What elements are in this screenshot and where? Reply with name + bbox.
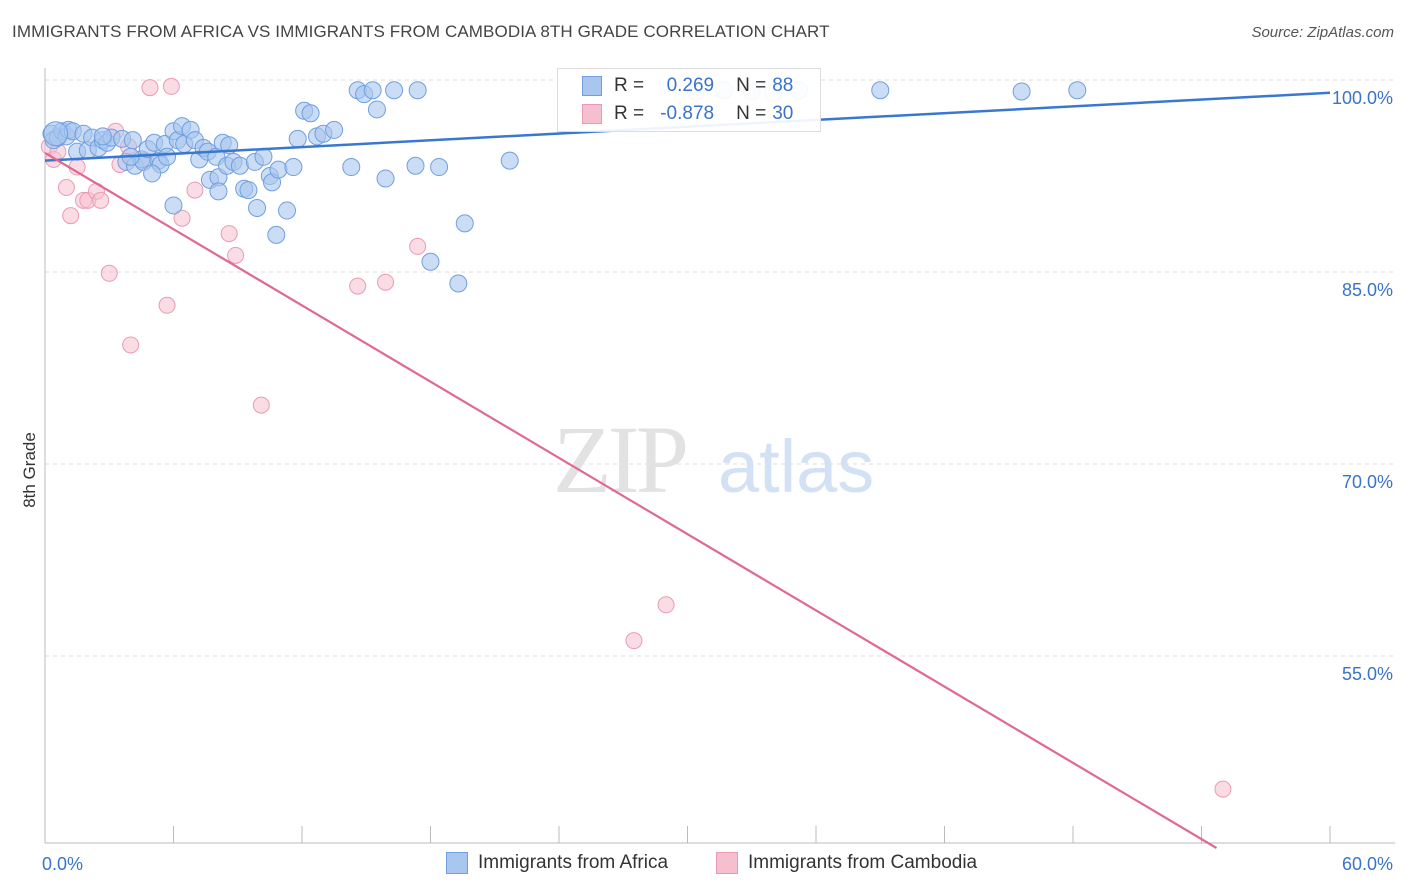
africa-point bbox=[278, 201, 297, 220]
cambodia-point bbox=[409, 237, 427, 255]
cambodia-point bbox=[158, 296, 176, 314]
cambodia-point bbox=[122, 336, 140, 354]
africa-point bbox=[143, 164, 162, 183]
cambodia-trend-line bbox=[44, 152, 1218, 849]
africa-point bbox=[267, 225, 286, 244]
legend-swatch-cambodia bbox=[582, 104, 602, 124]
source-label: Source: ZipAtlas.com bbox=[1251, 24, 1394, 41]
bottom-legend-label-africa: Immigrants from Africa bbox=[478, 852, 669, 873]
cambodia-point bbox=[657, 596, 675, 614]
watermark: ZIP atlas bbox=[553, 406, 874, 513]
legend-n-label: N = bbox=[736, 75, 767, 96]
africa-point bbox=[158, 147, 177, 166]
africa-point bbox=[239, 181, 258, 200]
africa-point bbox=[284, 158, 303, 177]
chart-title: IMMIGRANTS FROM AFRICA VS IMMIGRANTS FRO… bbox=[12, 22, 830, 41]
legend-r-value-africa: 0.269 bbox=[666, 75, 715, 96]
africa-point bbox=[269, 160, 288, 179]
y-tick-label: 100.0% bbox=[1332, 88, 1393, 108]
africa-point bbox=[325, 120, 344, 139]
africa-point bbox=[430, 158, 449, 177]
cambodia-point bbox=[92, 191, 110, 209]
cambodia-point bbox=[173, 209, 191, 227]
tick-labels: 100.0% 85.0% 70.0% 55.0% 0.0% 60.0% bbox=[42, 88, 1393, 874]
africa-point bbox=[209, 182, 228, 201]
africa-point bbox=[455, 214, 474, 233]
africa-point bbox=[93, 127, 112, 146]
africa-point bbox=[248, 199, 267, 217]
bottom-legend-swatch-cambodia bbox=[716, 852, 738, 874]
legend-row-cambodia: R = -0.878 N = 30 bbox=[558, 101, 793, 127]
africa-point bbox=[254, 147, 273, 166]
legend-r-value-cambodia: -0.878 bbox=[660, 103, 715, 124]
cambodia-point bbox=[252, 396, 270, 414]
axes bbox=[44, 68, 1395, 844]
cambodia-point bbox=[625, 632, 643, 650]
legend-r-label: R = bbox=[614, 103, 645, 124]
africa-point bbox=[164, 196, 183, 215]
africa-point bbox=[123, 131, 142, 150]
x-tick-label: 60.0% bbox=[1342, 854, 1393, 874]
watermark-atlas: atlas bbox=[718, 425, 874, 508]
cambodia-point bbox=[100, 264, 118, 282]
legend-row-africa: R = 0.269 N = 88 bbox=[558, 73, 793, 99]
cambodia-point bbox=[62, 207, 80, 225]
africa-point bbox=[342, 158, 361, 177]
africa-point bbox=[1068, 81, 1087, 100]
trend-lines bbox=[44, 91, 1331, 849]
cambodia-point bbox=[141, 79, 159, 97]
africa-point bbox=[421, 252, 440, 271]
africa-point bbox=[376, 169, 395, 188]
bottom-legend-swatch-africa bbox=[446, 852, 468, 874]
africa-point bbox=[871, 81, 890, 100]
cambodia-point bbox=[220, 225, 238, 243]
cambodia-point bbox=[57, 179, 75, 197]
stats-legend: R = 0.269 N = 88 R = -0.878 N = 30 bbox=[557, 68, 821, 132]
cambodia-points bbox=[40, 77, 1232, 798]
legend-swatch-africa bbox=[582, 76, 602, 96]
africa-point bbox=[385, 81, 404, 100]
bottom-legend-africa: Immigrants from Africa bbox=[446, 852, 668, 874]
africa-point bbox=[363, 81, 382, 100]
legend-n-value-africa: 88 bbox=[772, 75, 794, 96]
africa-point bbox=[230, 156, 249, 175]
legend-n-label: N = bbox=[736, 103, 767, 124]
legend-n-value-cambodia: 30 bbox=[772, 103, 794, 124]
legend-r-label: R = bbox=[614, 75, 645, 96]
cambodia-point bbox=[162, 77, 180, 95]
africa-point bbox=[301, 104, 320, 123]
cambodia-point bbox=[1214, 780, 1232, 798]
y-tick-label: 70.0% bbox=[1342, 472, 1393, 492]
bottom-legend-label-cambodia: Immigrants from Cambodia bbox=[748, 852, 978, 873]
watermark-zip: ZIP bbox=[553, 406, 686, 513]
y-axis-label: 8th Grade bbox=[20, 432, 39, 508]
x-tick-label: 0.0% bbox=[42, 854, 83, 874]
y-tick-label: 55.0% bbox=[1342, 664, 1393, 684]
africa-point bbox=[288, 129, 307, 148]
cambodia-point bbox=[377, 273, 395, 291]
cambodia-point bbox=[349, 277, 367, 295]
bottom-legend-cambodia: Immigrants from Cambodia bbox=[716, 852, 977, 874]
africa-point bbox=[43, 121, 69, 147]
cambodia-point bbox=[186, 181, 204, 199]
africa-point bbox=[500, 151, 519, 170]
africa-point bbox=[406, 156, 425, 175]
africa-point bbox=[408, 81, 427, 100]
africa-point bbox=[449, 274, 468, 293]
cambodia-point bbox=[227, 246, 245, 264]
africa-point bbox=[1012, 82, 1031, 101]
africa-point bbox=[367, 100, 386, 119]
y-tick-label: 85.0% bbox=[1342, 280, 1393, 300]
